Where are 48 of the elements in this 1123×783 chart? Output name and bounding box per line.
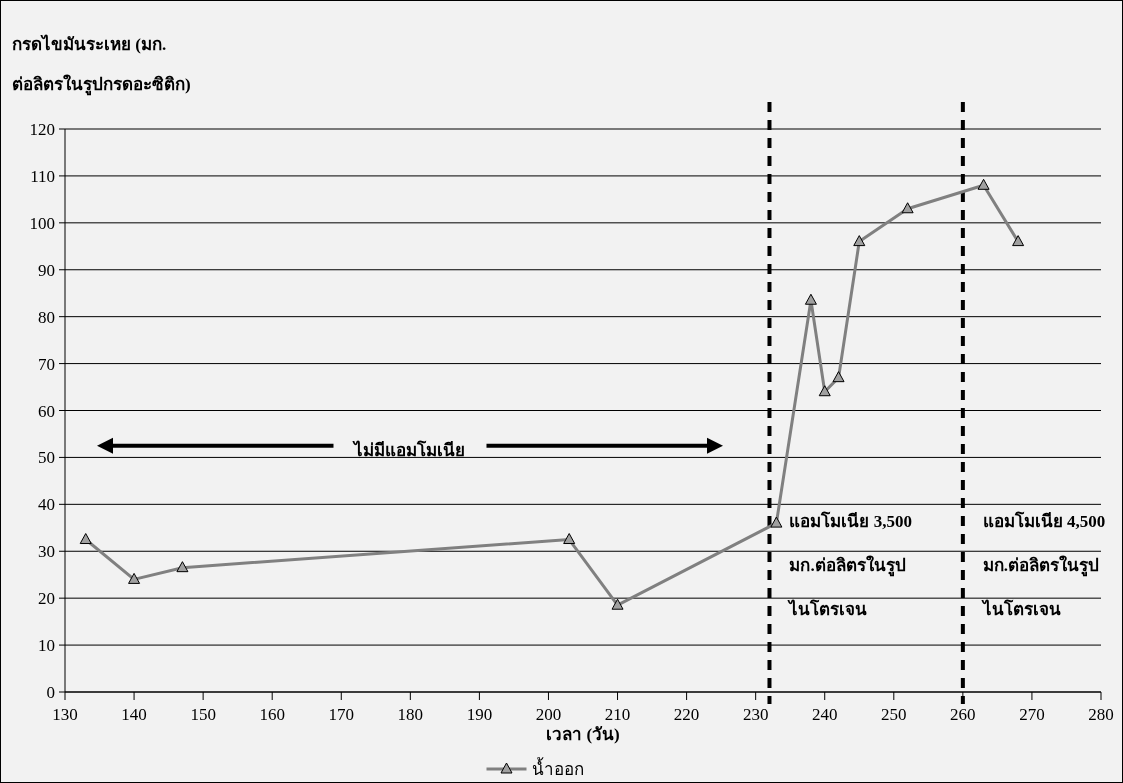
point	[901, 202, 914, 214]
x-tick-label: 270	[1019, 705, 1045, 724]
point	[611, 598, 624, 610]
text: กรดไขมันระเหย (มก. ต่อลิตรในรูปกรดอะซิติก)	[12, 35, 191, 94]
x-tick-label: 240	[811, 705, 838, 724]
x-tick-label: 150	[190, 705, 216, 724]
y-tick-label: 90	[38, 260, 55, 280]
x-tick-label: 190	[466, 705, 493, 724]
annotation: ไม่มีแอมโมเนีย	[352, 439, 466, 460]
x-tick-label: 220	[673, 705, 700, 724]
y-tick-label: 80	[38, 307, 55, 327]
x-tick-label: 180	[397, 705, 424, 724]
y-tick-label: 10	[38, 636, 55, 656]
x-tick-label: 260	[950, 705, 976, 724]
text: แอมโมเนีย 3,500 มก.ต่อลิตรในรูป ไนโตรเจน	[789, 512, 912, 620]
point	[79, 533, 92, 545]
point	[853, 235, 866, 247]
x-tick-label: 140	[121, 705, 147, 724]
y-tick-label: 60	[38, 401, 55, 421]
y-tick-label: 20	[38, 589, 55, 609]
point	[770, 516, 783, 528]
point	[128, 572, 141, 584]
x-tick-label: 200	[535, 705, 562, 724]
x-tick-label: 280	[1088, 705, 1114, 724]
point	[832, 371, 845, 383]
x-tick-label: 230	[742, 705, 769, 724]
point	[563, 533, 576, 545]
y-tick-label: 70	[38, 354, 55, 374]
x-tick-label: 160	[259, 705, 285, 724]
y-tick-label: 100	[29, 213, 55, 233]
point	[1012, 235, 1025, 247]
x-tick-label: 210	[604, 705, 631, 724]
point	[977, 178, 990, 190]
x-tick-label: 170	[328, 705, 355, 724]
y-tick-label: 30	[38, 542, 55, 562]
y-tick-label: 110	[30, 166, 55, 186]
x-axis-title: เวลา (วัน)	[546, 725, 620, 744]
x-tick-label: 130	[52, 705, 78, 724]
y-tick-label: 0	[46, 683, 55, 702]
y-tick-label: 120	[29, 120, 55, 139]
y-tick-label: 40	[38, 495, 55, 515]
point	[818, 385, 831, 397]
x-tick-label: 250	[881, 705, 907, 724]
legend-label: น้ำออก	[531, 757, 584, 779]
y-tick-label: 50	[38, 448, 55, 468]
point	[804, 293, 817, 305]
text: แอมโมเนีย 4,500 มก.ต่อลิตรในรูป ไนโตรเจน	[982, 512, 1106, 620]
point	[176, 561, 189, 573]
